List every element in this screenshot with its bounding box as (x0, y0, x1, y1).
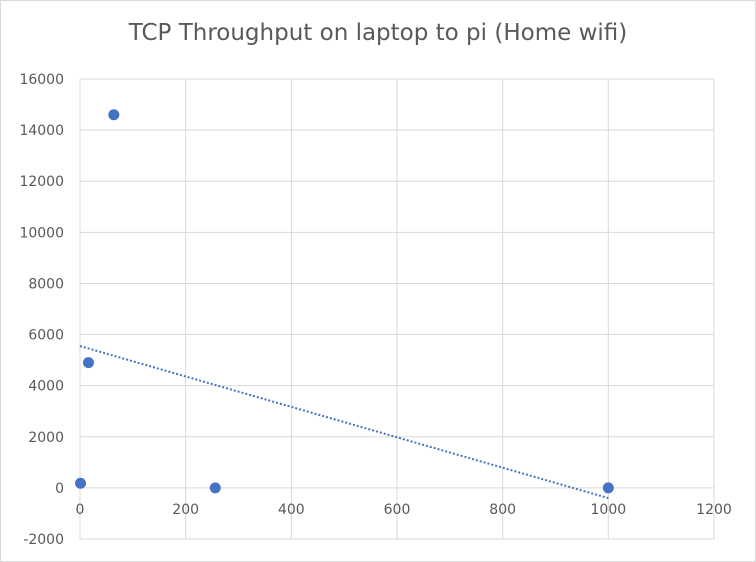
x-tick-label: 1000 (591, 502, 627, 518)
data-point (602, 482, 614, 494)
y-tick-label: 12000 (19, 174, 64, 190)
y-axis-tick-labels: -2000 0 2000 4000 6000 8000 10000 12000 14000 160… (19, 72, 64, 548)
x-tick-label: 600 (384, 502, 411, 518)
data-point (75, 477, 87, 489)
y-tick-label: 4000 (28, 379, 64, 395)
data-points (75, 109, 614, 494)
y-tick-label: 0 (55, 481, 64, 497)
y-tick-label: 14000 (19, 123, 64, 139)
x-tick-label: 200 (172, 502, 199, 518)
x-axis-tick-labels: 0 200 400 600 800 1000 1200 (76, 502, 732, 518)
data-point (108, 109, 120, 121)
trendline-group (79, 345, 609, 500)
vertical-gridlines (79, 79, 715, 539)
data-point (209, 482, 221, 494)
y-tick-label: -2000 (23, 532, 64, 548)
y-tick-label: 8000 (28, 276, 64, 292)
x-tick-label: 800 (489, 502, 516, 518)
x-tick-label: 1200 (696, 502, 732, 518)
y-tick-label: 16000 (19, 72, 64, 88)
x-tick-label: 0 (76, 502, 85, 518)
y-tick-label: 6000 (28, 328, 64, 344)
y-tick-label: 10000 (19, 225, 64, 241)
horizontal-gridlines (80, 78, 714, 540)
trendline (79, 345, 609, 500)
x-tick-label: 400 (278, 502, 305, 518)
chart-title: TCP Throughput on laptop to pi (Home wif… (128, 20, 628, 46)
data-point (82, 357, 94, 369)
y-tick-label: 2000 (28, 430, 64, 446)
